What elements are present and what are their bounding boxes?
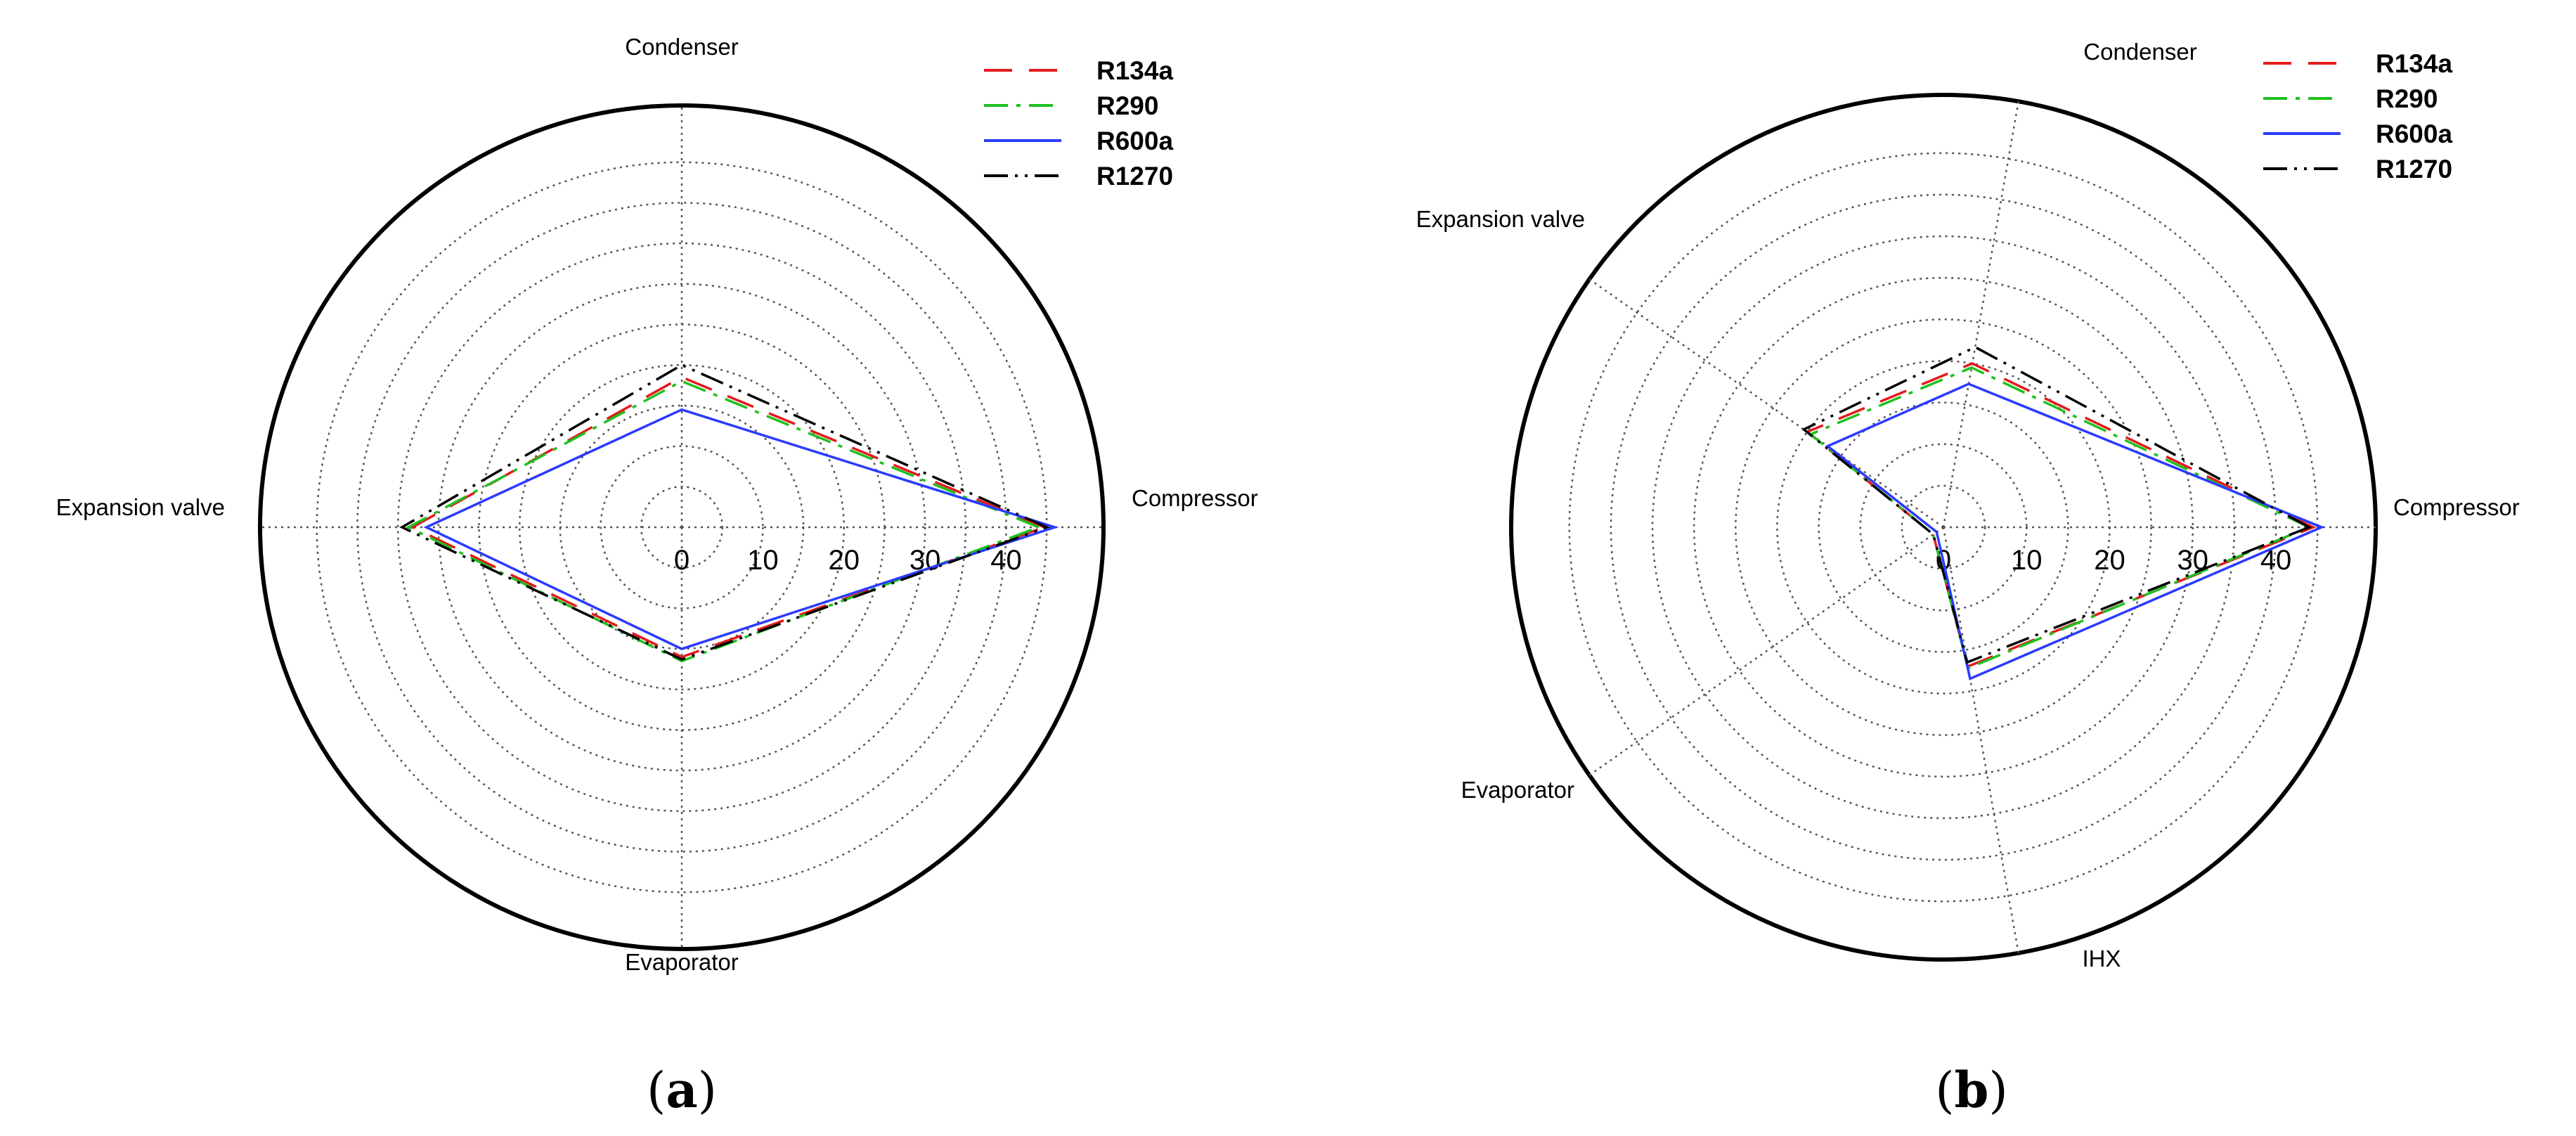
- r-tick-label: 30: [910, 545, 941, 576]
- legend: R134a R290 R600a R1270: [2263, 49, 2452, 183]
- radar-spoke: [1942, 101, 2020, 528]
- panel-label: (b): [1935, 1061, 2008, 1119]
- r-tick-label: 20: [829, 545, 860, 576]
- axis-label: Evaporator: [625, 949, 738, 975]
- series-r600a-line: [423, 408, 1059, 650]
- legend-label: R290: [2376, 84, 2438, 113]
- legend-label: R290: [1096, 91, 1158, 120]
- series-r1270-line: [1801, 345, 2312, 664]
- grid-ring: [396, 242, 967, 813]
- r-tick-label: 0: [674, 545, 690, 576]
- r-tick-label: 40: [2260, 545, 2292, 576]
- grid-ring: [600, 445, 764, 609]
- axis-label: Evaporator: [1461, 777, 1574, 803]
- panel-label-paren-close: ): [1988, 1061, 2007, 1119]
- series-r600a-line: [1825, 382, 2325, 680]
- axis-label: IHX: [2082, 945, 2121, 972]
- grid-ring: [1818, 401, 2069, 653]
- panel-label-paren-open: (: [647, 1061, 666, 1119]
- grid-ring: [437, 283, 926, 772]
- legend-label: R134a: [1096, 56, 1173, 85]
- series-r290-line: [1808, 366, 2312, 670]
- r-tick-label: 40: [990, 545, 1022, 576]
- panel-label-paren-close: ): [698, 1061, 717, 1119]
- axis-label: Expansion valve: [1416, 206, 1585, 232]
- axis-label: Compressor: [1132, 485, 1258, 511]
- series-r1270-line: [399, 363, 1050, 661]
- radar-panel-a: 0 10 20 30 40 Compressor Condenser Expansion va…: [56, 34, 1258, 1119]
- panel-label-letter: b: [1955, 1061, 1989, 1119]
- axis-label: Compressor: [2393, 494, 2520, 520]
- panel-label-paren-open: (: [1935, 1061, 1954, 1119]
- radar-outer-circle: [258, 103, 1106, 951]
- series-r134a-line: [410, 375, 1048, 659]
- grid-ring: [1692, 276, 2194, 778]
- panel-label: (a): [647, 1061, 717, 1119]
- series-r290-line: [406, 380, 1042, 663]
- panel-label-letter: a: [666, 1061, 697, 1119]
- grid-ring: [1610, 193, 2277, 861]
- r-tick-label: 10: [2011, 545, 2043, 576]
- legend-label: R1270: [1096, 162, 1173, 191]
- grid-ring: [1735, 318, 2152, 736]
- legend-label: R134a: [2376, 49, 2452, 78]
- r-tick-label: 20: [2094, 545, 2125, 576]
- grid-ring: [518, 363, 846, 691]
- grid-ring: [1651, 235, 2236, 820]
- radar-spoke: [1588, 278, 1944, 529]
- radar-spoke: [1588, 526, 1944, 776]
- axis-label: Condenser: [625, 34, 738, 60]
- grid-ring: [640, 486, 723, 569]
- legend-label: R600a: [2376, 120, 2452, 148]
- radar-spoke: [1942, 527, 2020, 953]
- legend-label: R1270: [2376, 155, 2452, 183]
- legend-label: R600a: [1096, 127, 1173, 155]
- axis-label: Condenser: [2083, 39, 2196, 65]
- legend: R134a R290 R600a R1270: [984, 56, 1173, 191]
- r-tick-label: 10: [747, 545, 779, 576]
- axis-label: Expansion valve: [56, 494, 225, 520]
